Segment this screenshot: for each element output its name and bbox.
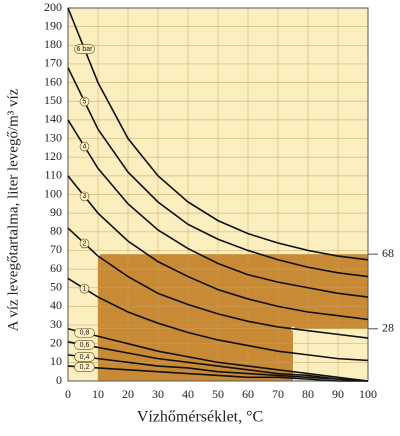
y-tick-label: 80 [50, 224, 62, 238]
curve-label: 2 [83, 240, 87, 247]
curve-label-badge [79, 238, 90, 249]
y-tick-label: 190 [44, 18, 62, 32]
curve-label-badge [79, 191, 90, 202]
y-tick-label: 30 [50, 317, 62, 331]
curve [67, 328, 369, 382]
y-tick-label: 20 [50, 335, 62, 349]
curve [67, 277, 369, 362]
curve-label-badge [79, 141, 90, 152]
y-tick-label: 110 [44, 168, 62, 182]
y-tick-label: 100 [44, 186, 62, 200]
curve-label: 0,2 [80, 364, 90, 371]
x-tick-label: 100 [359, 387, 377, 401]
x-tick-label: 90 [332, 387, 344, 401]
curve-label: 0,4 [80, 354, 90, 361]
y-tick-label: 170 [44, 56, 62, 70]
x-tick-label: 70 [272, 387, 284, 401]
curve [67, 227, 369, 339]
y-tick-label: 180 [44, 37, 62, 51]
curve-label: 0,6 [80, 342, 90, 349]
curve-label-badge [79, 283, 90, 294]
y-tick-label: 40 [50, 298, 62, 312]
curve-label-badge [74, 340, 95, 350]
x-tick-label: 40 [182, 387, 194, 401]
shaded-region [98, 328, 293, 381]
curve [67, 354, 369, 382]
x-tick-label: 30 [152, 387, 164, 401]
shaded-region [98, 254, 368, 329]
y-tick-label: 50 [50, 280, 62, 294]
curve-label: 1 [83, 286, 87, 293]
curve-label: 5 [83, 98, 87, 105]
y-tick-label: 140 [44, 112, 62, 126]
y-tick-label: 120 [44, 149, 62, 163]
curve [67, 365, 368, 382]
x-tick-label: 80 [302, 387, 314, 401]
reference-label: 68 [382, 246, 394, 260]
curve [67, 175, 369, 321]
curve [67, 119, 369, 298]
y-tick-label: 60 [50, 261, 62, 275]
curve [67, 67, 369, 278]
plot-frame [67, 7, 369, 382]
curve [67, 341, 369, 382]
y-tick-label: 160 [44, 74, 62, 88]
x-tick-label: 0 [65, 387, 71, 401]
y-axis-label: A víz levegőtartalma, liter levegő/m³ ví… [5, 88, 21, 331]
curve-label-badge [74, 362, 95, 372]
y-tick-label: 10 [50, 354, 62, 368]
y-tick-label: 200 [44, 0, 62, 14]
curve-label-badge [74, 328, 95, 338]
x-tick-label: 60 [242, 387, 254, 401]
x-axis-label: Vízhőmérséklet, °C [137, 409, 263, 426]
curve-label: 6 bar [77, 46, 94, 53]
y-tick-label: 70 [50, 242, 62, 256]
x-tick-label: 10 [92, 387, 104, 401]
curve [67, 7, 369, 261]
curve-label: 0,8 [80, 330, 90, 337]
curve-label: 4 [83, 143, 87, 150]
y-tick-label: 90 [50, 205, 62, 219]
x-tick-label: 50 [212, 387, 224, 401]
y-tick-label: 130 [44, 130, 62, 144]
x-tick-label: 20 [122, 387, 134, 401]
curve-label: 3 [83, 193, 87, 200]
reference-label: 28 [382, 321, 394, 335]
curve-label-badge [79, 96, 90, 107]
y-tick-label: 0 [56, 373, 62, 387]
y-tick-label: 150 [44, 93, 62, 107]
curve-label-badge [74, 352, 95, 362]
curve-label-badge [74, 44, 95, 54]
